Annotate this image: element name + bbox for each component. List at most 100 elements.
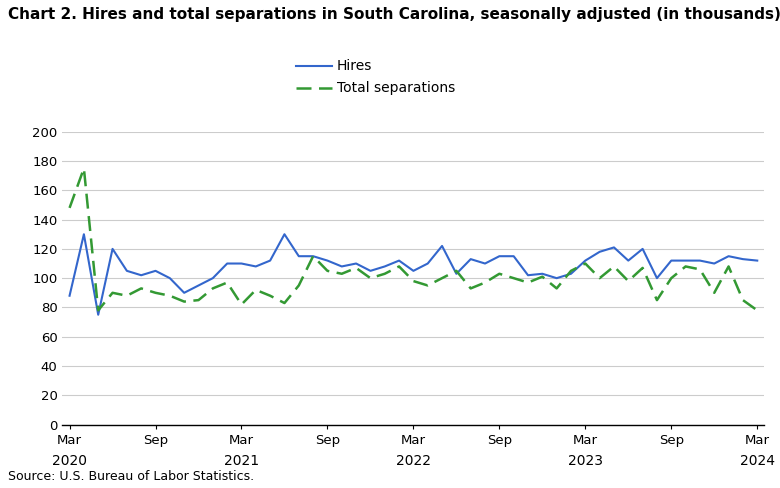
Total separations [509,275,519,281]
Total separations [480,280,490,285]
Hires [724,253,733,259]
Hires [409,268,418,274]
Hires [193,283,203,288]
Hires [609,244,619,250]
Total separations [452,268,461,274]
Hires [480,261,490,266]
Total separations [179,299,189,305]
Hires [509,253,519,259]
Total separations [352,265,361,271]
Total separations [237,302,246,307]
Hires [151,268,160,274]
Total separations [280,300,289,306]
Total separations [65,205,74,211]
Hires [423,261,432,266]
Hires [495,253,504,259]
Hires [337,264,346,269]
Total separations [222,280,232,285]
Hires [466,256,475,262]
Hires [237,261,246,266]
Hires [638,246,647,252]
Total separations [738,297,747,303]
Total separations [523,280,533,285]
Hires [695,258,704,264]
Total separations [580,261,590,266]
Hires [667,258,676,264]
Hires [652,275,661,281]
Text: Source: U.S. Bureau of Labor Statistics.: Source: U.S. Bureau of Labor Statistics. [8,470,254,483]
Total separations [710,290,719,296]
Total separations [308,253,317,259]
Hires [251,264,261,269]
Text: Chart 2. Hires and total separations in South Carolina, seasonally adjusted (in : Chart 2. Hires and total separations in … [8,7,780,22]
Total separations [609,264,619,269]
Total separations [323,268,332,274]
Total separations [423,283,432,288]
Total separations [251,287,261,293]
Hires [395,258,404,264]
Hires [738,256,747,262]
Hires [352,261,361,266]
Hires [265,258,275,264]
Total separations [108,290,117,296]
Total separations [724,264,733,269]
Hires [280,231,289,237]
Hires [80,231,89,237]
Hires [366,268,375,274]
Total separations [552,285,562,291]
Total separations [566,268,576,274]
Total separations [395,264,404,269]
Hires [65,293,74,299]
Total separations [337,271,346,277]
Hires [165,275,175,281]
Hires [294,253,303,259]
Hires [624,258,633,264]
Hires [208,275,218,281]
Hires [681,258,690,264]
Hires [452,271,461,277]
Total separations [136,285,146,291]
Hires [537,271,547,277]
Hires [94,312,103,318]
Hires [308,253,317,259]
Hires [136,272,146,278]
Total separations [695,266,704,272]
Hires [523,272,533,278]
Total separations [380,271,389,277]
Line: Hires: Hires [69,234,757,315]
Total separations [294,283,303,288]
Hires [566,271,576,277]
Hires [438,243,447,249]
Total separations [151,290,160,296]
Total separations [495,271,504,277]
Total separations [681,264,690,269]
Total separations [466,285,475,291]
Hires [580,258,590,264]
Total separations [638,265,647,271]
Total separations [438,275,447,281]
Total separations [193,297,203,303]
Total separations [94,307,103,313]
Hires [753,258,762,264]
Total separations [537,274,547,280]
Total separations [208,285,218,291]
Total separations [652,297,661,303]
Total separations [595,275,604,281]
Hires [179,290,189,296]
Total separations [366,275,375,281]
Hires [552,275,562,281]
Hires [108,246,117,252]
Line: Total separations: Total separations [69,168,757,310]
Text: Total separations: Total separations [337,81,456,95]
Total separations [265,293,275,299]
Hires [122,268,132,274]
Hires [595,249,604,255]
Hires [222,261,232,266]
Total separations [667,275,676,281]
Total separations [122,293,132,299]
Total separations [753,307,762,313]
Text: Hires: Hires [337,59,372,73]
Total separations [80,165,89,171]
Total separations [624,278,633,284]
Hires [323,258,332,264]
